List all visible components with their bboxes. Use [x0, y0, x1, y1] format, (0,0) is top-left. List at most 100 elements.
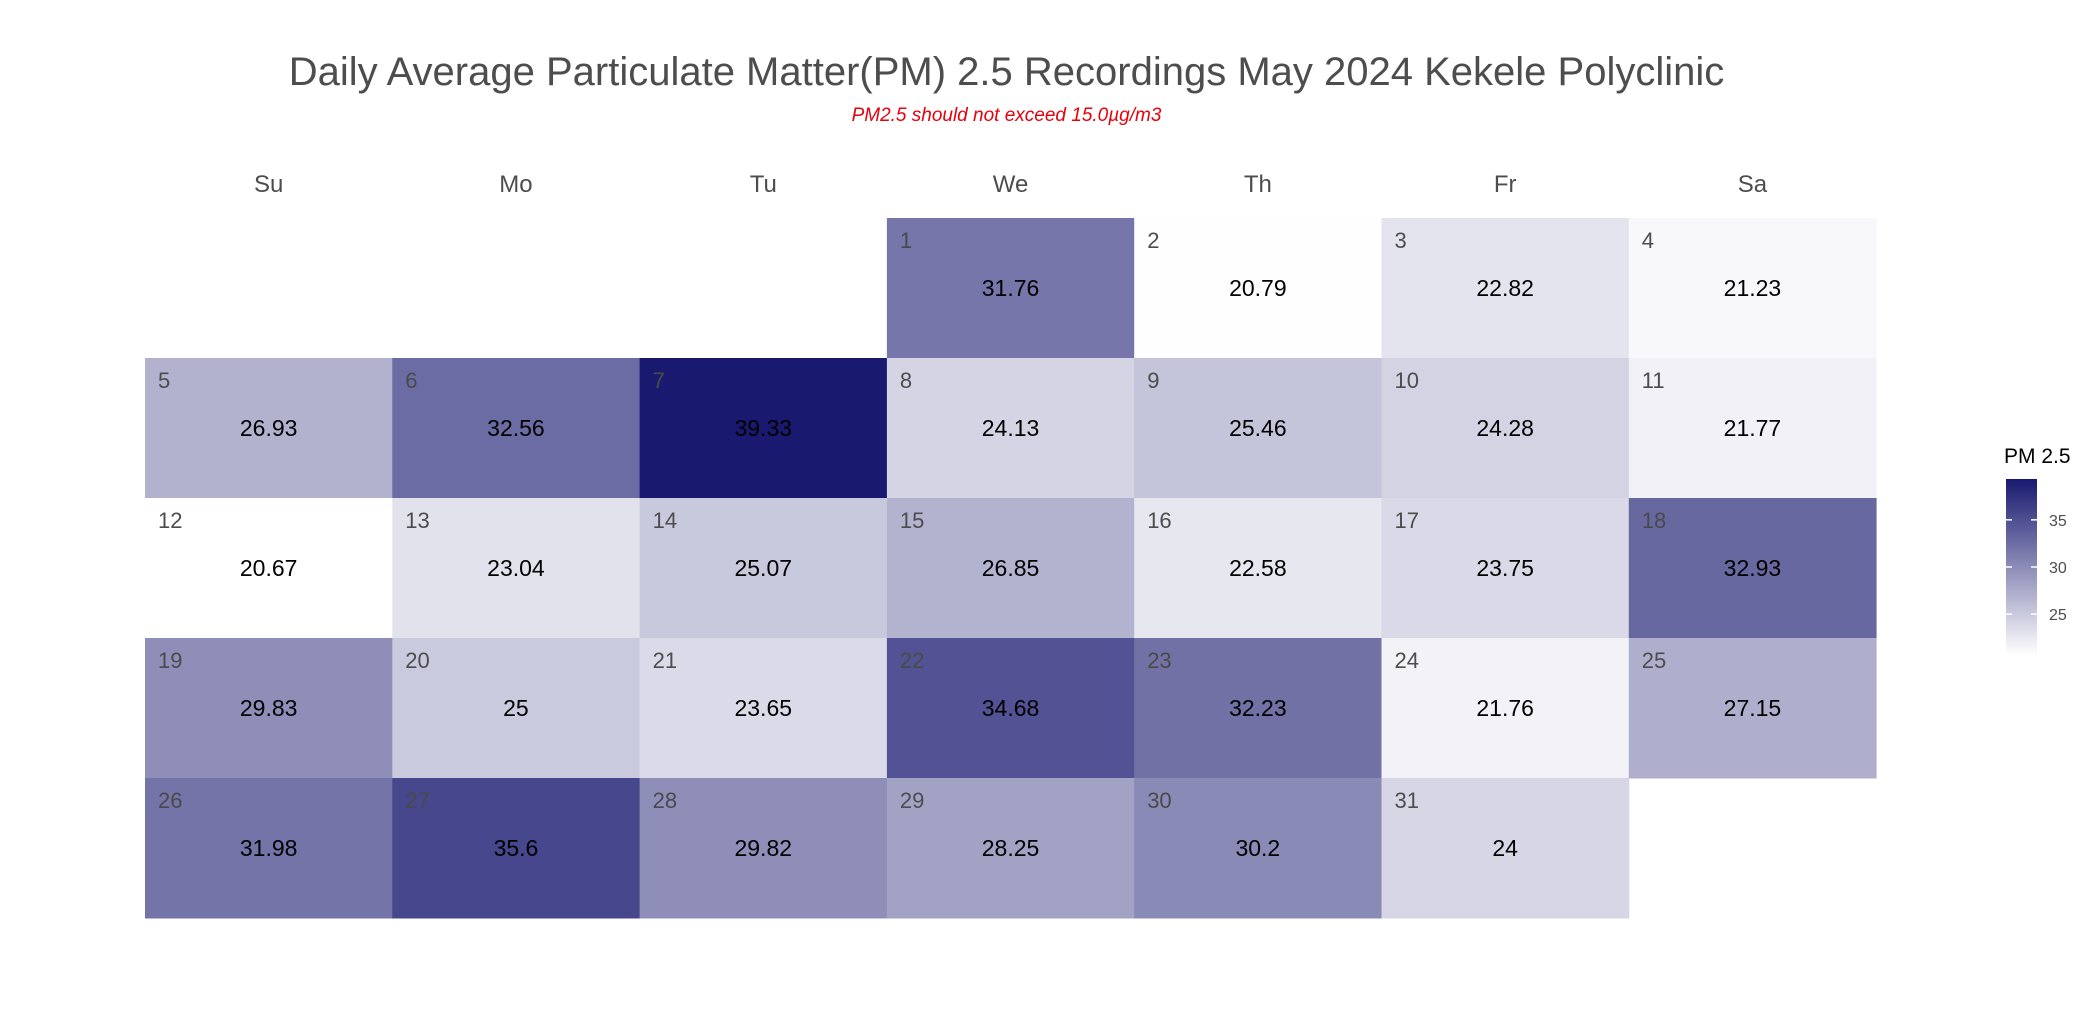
- pm25-value-label: 24: [1492, 835, 1518, 861]
- day-cell-26: 26 31.98: [145, 778, 393, 919]
- day-tile: [639, 498, 888, 639]
- day-tile: [886, 358, 1135, 499]
- day-cell-7: 739.33: [639, 358, 888, 499]
- pm25-value-label: 20.79: [1229, 275, 1287, 301]
- calendar-grid: 131.76220.79322.82421.23526.93632.56739.…: [145, 218, 1877, 919]
- day-cell-3: 322.82: [1381, 218, 1630, 359]
- pm25-value-label: 35.6: [494, 835, 539, 861]
- day-cell-24: 24 21.76: [1381, 638, 1630, 779]
- day-number: 9: [1147, 368, 1159, 393]
- day-number: 6: [405, 368, 417, 393]
- day-number: 16: [1147, 508, 1171, 533]
- legend-title: PM 2.5: [2004, 445, 2071, 468]
- day-tile: [639, 778, 888, 919]
- day-tile: [145, 778, 393, 919]
- day-cell-18: 18 32.93: [1628, 498, 1877, 639]
- day-cell-14: 14 25.07: [639, 498, 888, 639]
- day-tile: [639, 358, 888, 499]
- pm25-value-label: 22.58: [1229, 555, 1287, 581]
- pm25-value-label: 26.85: [982, 555, 1040, 581]
- day-cell-11: 11 21.77: [1628, 358, 1877, 499]
- day-number: 22: [900, 648, 924, 673]
- day-number: 28: [653, 788, 677, 813]
- day-tile: [886, 778, 1135, 919]
- day-number: 26: [158, 788, 182, 813]
- pm25-value-label: 20.67: [240, 555, 298, 581]
- day-tile: [1134, 358, 1382, 499]
- day-tile: [1628, 218, 1877, 359]
- day-number: 19: [158, 648, 182, 673]
- day-number: 3: [1395, 228, 1407, 253]
- day-cell-29: 29 28.25: [886, 778, 1135, 919]
- pm25-value-label: 27.15: [1724, 695, 1782, 721]
- day-tile: [392, 498, 641, 639]
- day-cell-15: 15 26.85: [886, 498, 1135, 639]
- legend-tick-label: 25: [2049, 607, 2067, 624]
- weekday-label-su: Su: [254, 171, 283, 198]
- pm25-value-label: 34.68: [982, 695, 1040, 721]
- day-tile: [1381, 498, 1630, 639]
- day-cell-22: 22 34.68: [886, 638, 1135, 779]
- chart-subtitle: PM2.5 should not exceed 15.0µg/m3: [851, 105, 1162, 126]
- pm25-value-label: 25.07: [734, 555, 792, 581]
- day-number: 1: [900, 228, 912, 253]
- day-tile: [1381, 358, 1630, 499]
- day-cell-21: 21 23.65: [639, 638, 888, 779]
- day-number: 15: [900, 508, 924, 533]
- pm25-value-label: 30.2: [1235, 835, 1280, 861]
- color-legend: PM 2.5 25 30 35: [2004, 445, 2071, 655]
- weekday-header: Su Mo Tu We Th Fr Sa: [254, 171, 1768, 198]
- day-cell-16: 16 22.58: [1134, 498, 1382, 639]
- day-number: 4: [1642, 228, 1654, 253]
- day-cell-30: 30 30.2: [1134, 778, 1382, 919]
- day-number: 5: [158, 368, 170, 393]
- day-cell-5: 526.93: [145, 358, 393, 499]
- pm25-value-label: 28.25: [982, 835, 1040, 861]
- day-tile: [1134, 218, 1382, 359]
- day-number: 14: [653, 508, 677, 533]
- day-number: 7: [653, 368, 665, 393]
- day-number: 29: [900, 788, 924, 813]
- day-tile: [145, 498, 393, 639]
- weekday-label-fr: Fr: [1494, 171, 1517, 198]
- pm25-value-label: 32.23: [1229, 695, 1287, 721]
- day-number: 27: [405, 788, 429, 813]
- day-cell-9: 925.46: [1134, 358, 1382, 499]
- day-cell-1: 131.76: [886, 218, 1135, 359]
- pm25-value-label: 23.04: [487, 555, 545, 581]
- day-cell-28: 28 29.82: [639, 778, 888, 919]
- weekday-label-tu: Tu: [750, 171, 777, 198]
- day-number: 18: [1642, 508, 1666, 533]
- weekday-label-we: We: [993, 171, 1029, 198]
- day-number: 17: [1395, 508, 1419, 533]
- day-cell-6: 632.56: [392, 358, 641, 499]
- pm25-value-label: 22.82: [1476, 275, 1534, 301]
- day-cell-17: 17 23.75: [1381, 498, 1630, 639]
- day-number: 25: [1642, 648, 1666, 673]
- legend-tick-label: 30: [2049, 560, 2067, 577]
- day-number: 30: [1147, 788, 1171, 813]
- day-cell-23: 23 32.23: [1134, 638, 1382, 779]
- day-cell-2: 220.79: [1134, 218, 1382, 359]
- pm25-value-label: 31.76: [982, 275, 1040, 301]
- chart-title: Daily Average Particulate Matter(PM) 2.5…: [288, 50, 1725, 94]
- pm25-value-label: 21.76: [1476, 695, 1534, 721]
- day-number: 24: [1395, 648, 1419, 673]
- day-tile: [1381, 638, 1630, 779]
- day-number: 21: [653, 648, 677, 673]
- day-tile: [1134, 778, 1382, 919]
- pm25-value-label: 32.93: [1724, 555, 1782, 581]
- day-tile: [1628, 358, 1877, 499]
- weekday-label-sa: Sa: [1738, 171, 1768, 198]
- day-tile: [145, 638, 393, 779]
- day-number: 8: [900, 368, 912, 393]
- pm25-value-label: 23.65: [734, 695, 792, 721]
- day-tile: [145, 358, 393, 499]
- day-number: 10: [1395, 368, 1419, 393]
- day-tile: [639, 638, 888, 779]
- day-tile: [1628, 638, 1877, 779]
- day-cell-27: 27 35.6: [392, 778, 641, 919]
- day-cell-4: 421.23: [1628, 218, 1877, 359]
